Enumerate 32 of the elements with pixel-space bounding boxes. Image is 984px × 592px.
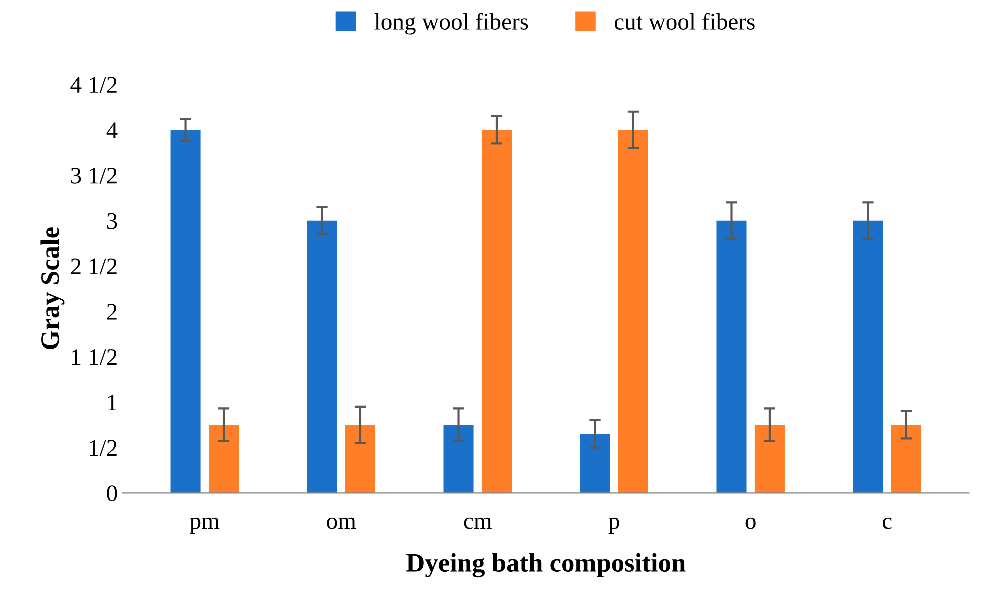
y-tick-label: 4 1/2	[70, 77, 117, 94]
x-tick-label: pm	[190, 518, 220, 534]
bar	[716, 220, 747, 494]
y-tick-label: 1/2	[90, 440, 117, 456]
bar	[444, 425, 474, 494]
legend-label: long wool fibers	[374, 13, 528, 35]
y-tick-label: 2 1/2	[71, 258, 117, 275]
legend-label: cut wool fibers	[614, 13, 755, 30]
bar	[482, 130, 512, 494]
bar	[618, 130, 648, 494]
y-tick-label: 3 1/2	[71, 168, 117, 184]
y-axis-title: Gray Scale	[40, 228, 65, 350]
bar	[891, 425, 922, 494]
x-axis-title: Dyeing bath composition	[406, 553, 686, 578]
x-tick-label: om	[327, 518, 356, 530]
bar	[170, 130, 201, 494]
x-tick-label: p	[608, 518, 620, 534]
y-tick-label: 3	[107, 213, 118, 230]
bar	[345, 425, 376, 494]
y-tick-label: 1	[108, 394, 117, 411]
x-tick-label: c	[883, 518, 892, 530]
bar	[208, 425, 240, 494]
bar	[754, 425, 785, 494]
x-tick-label: o	[746, 518, 756, 530]
x-tick-label: cm	[464, 518, 492, 530]
bar	[307, 220, 338, 494]
bar	[580, 434, 610, 494]
y-tick-label: 0	[107, 486, 118, 502]
y-tick-label: 2	[107, 304, 117, 320]
y-tick-label: 4	[106, 122, 118, 138]
y-tick-label: 1 1/2	[72, 350, 117, 366]
bar	[853, 220, 884, 494]
